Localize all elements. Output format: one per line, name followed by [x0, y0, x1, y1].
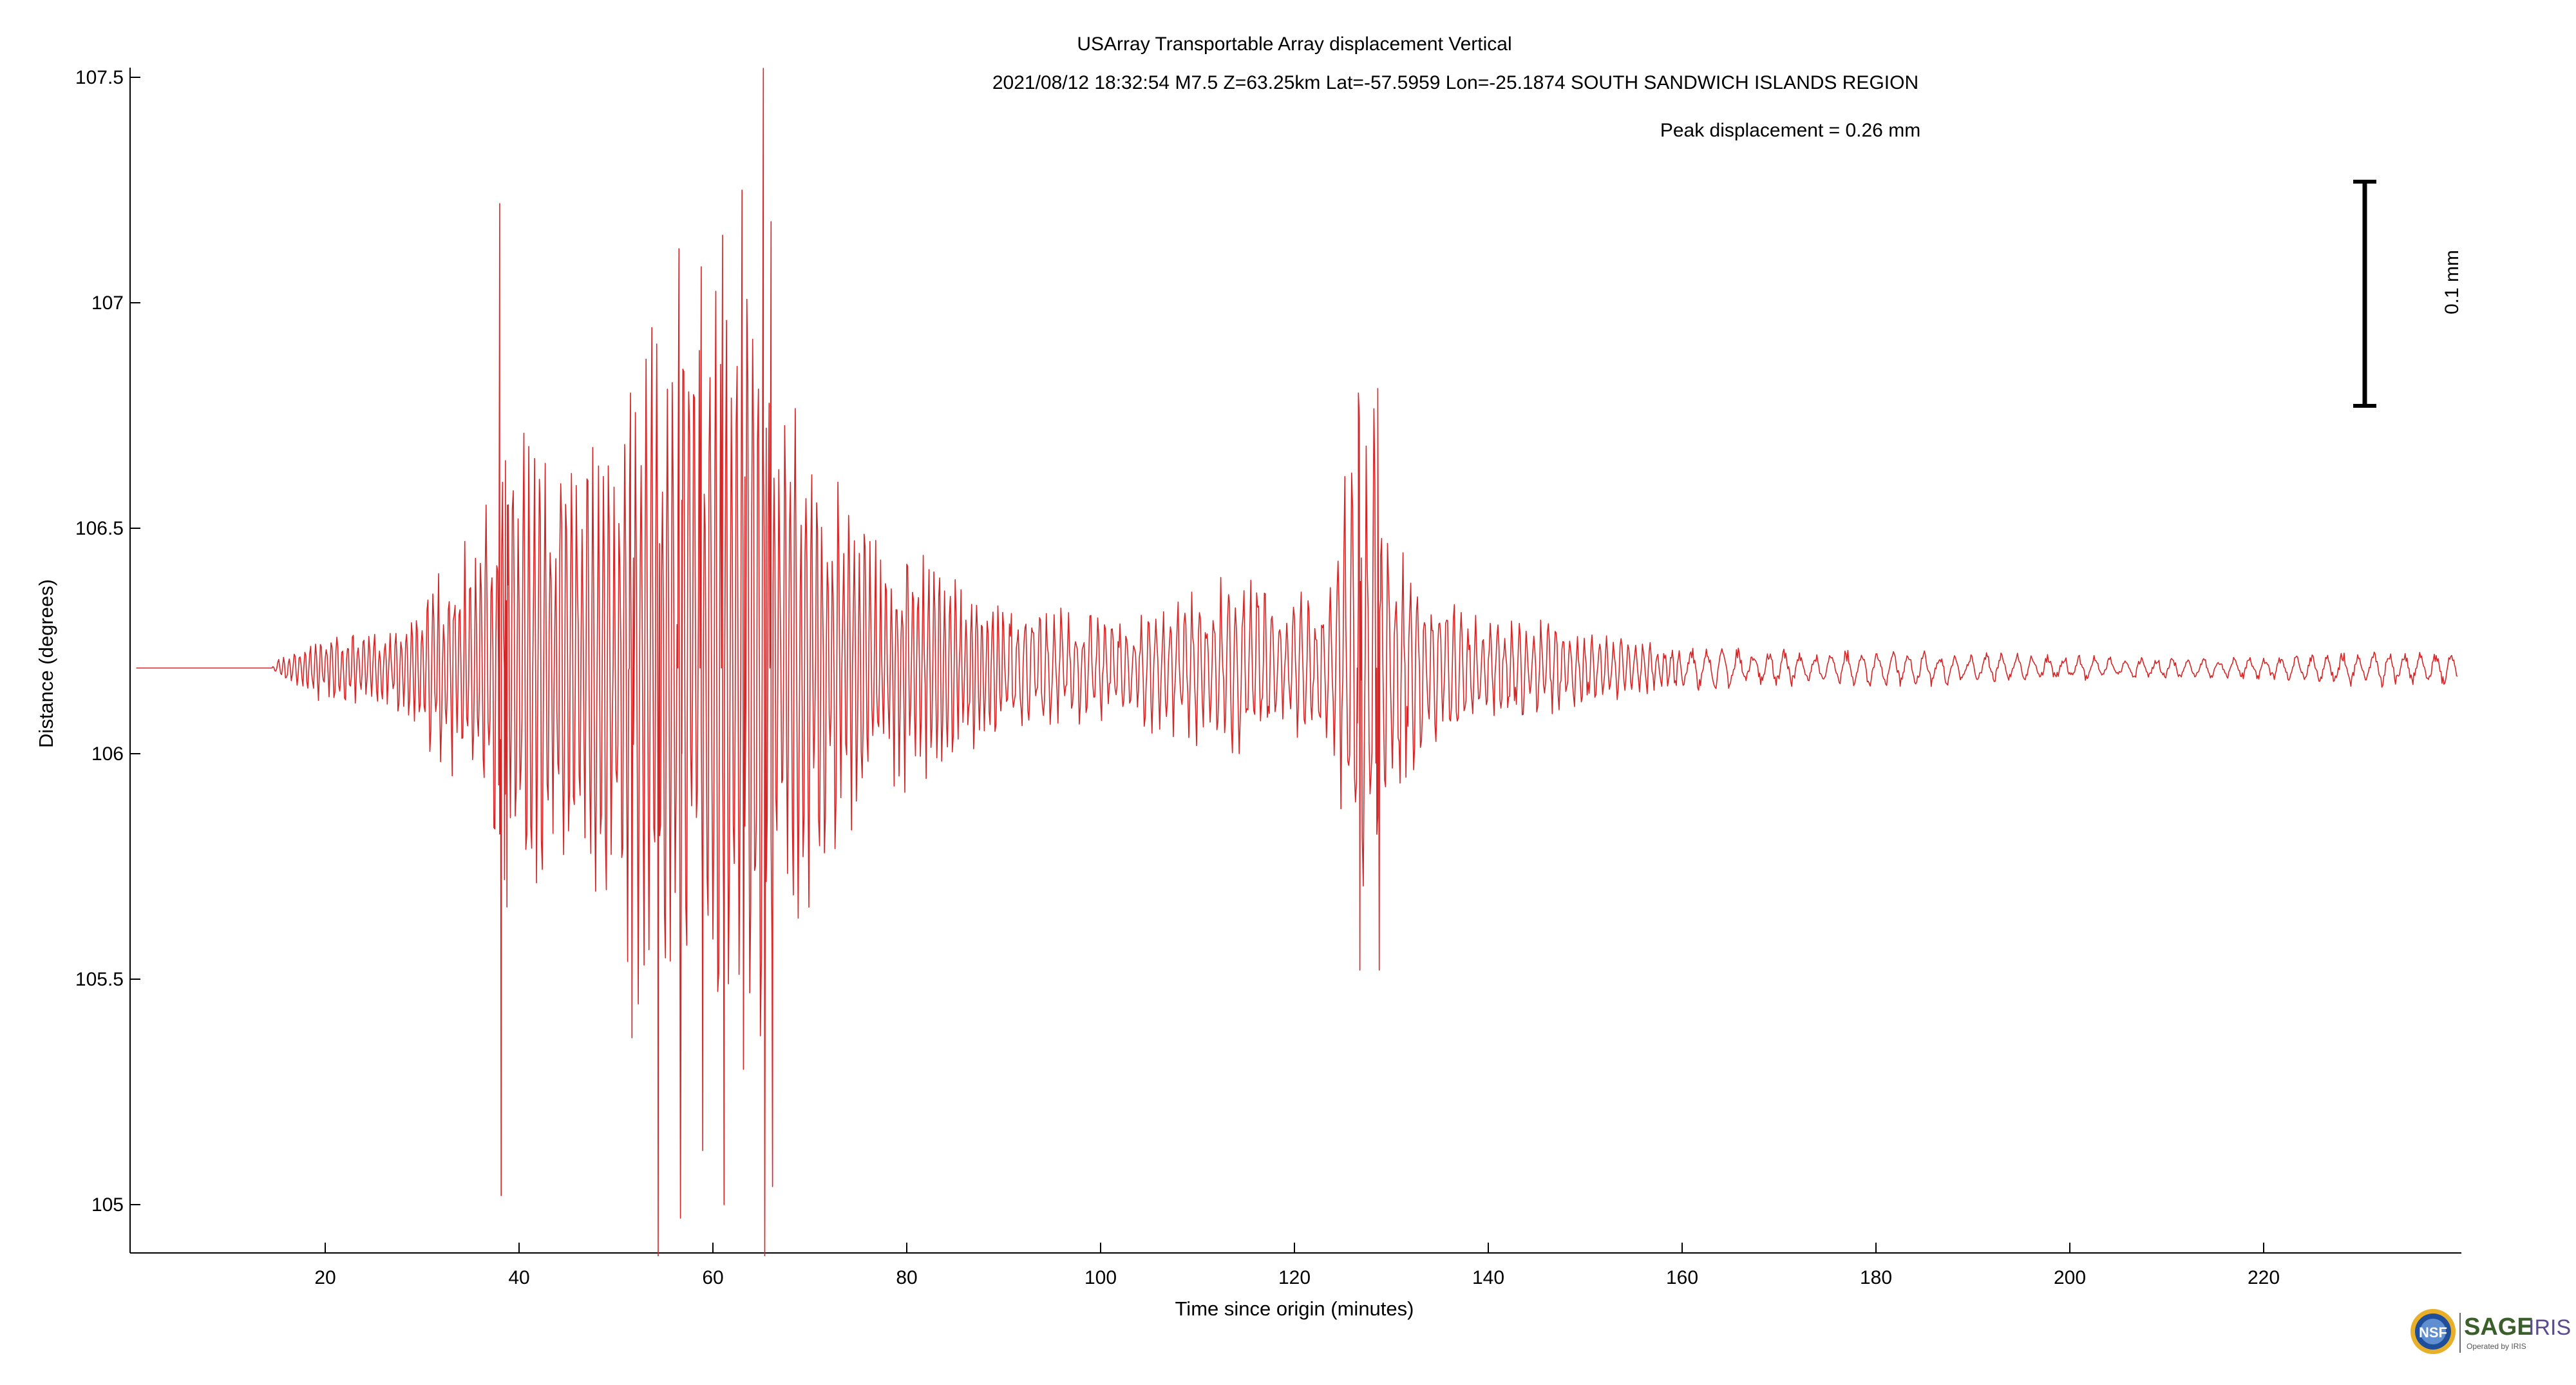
sage-iris-logo: NSF SAGE IRIS Operated by IRIS: [2410, 1309, 2571, 1354]
x-tick-label: 40: [508, 1267, 529, 1288]
y-tick-label: 105: [91, 1194, 124, 1216]
event-info-line: 2021/08/12 18:32:54 M7.5 Z=63.25km Lat=-…: [992, 72, 1918, 93]
scale-bar: 0.1 mm: [2353, 180, 2463, 408]
x-tick-label: 220: [2248, 1267, 2280, 1288]
x-tick-label: 60: [702, 1267, 723, 1288]
x-tick-label: 160: [1666, 1267, 1698, 1288]
y-tick-label: 105.5: [75, 969, 124, 990]
y-axis-label: Distance (degrees): [35, 579, 57, 748]
x-tick-label: 20: [314, 1267, 336, 1288]
y-tick-label: 107.5: [75, 67, 124, 88]
y-tick-label: 106.5: [75, 518, 124, 539]
nsf-seal-icon: NSF: [2410, 1309, 2456, 1354]
svg-text:NSF: NSF: [2419, 1324, 2447, 1341]
y-axis-ticks: 105 105.5 106 106.5 107 107.5: [75, 67, 140, 1216]
sage-logo-text: SAGE: [2464, 1313, 2533, 1341]
x-axis-label: Time since origin (minutes): [1175, 1297, 1414, 1320]
peak-displacement-text: Peak displacement = 0.26 mm: [1660, 120, 1920, 141]
scale-bar-label: 0.1 mm: [2441, 250, 2463, 314]
x-axis-ticks: 20 40 60 80 100 120 140 160 180 200 220: [314, 1243, 2280, 1288]
x-tick-label: 100: [1084, 1267, 1117, 1288]
x-tick-label: 120: [1278, 1267, 1311, 1288]
y-tick-label: 106: [91, 743, 124, 765]
logo-subtext: Operated by IRIS: [2467, 1342, 2526, 1351]
x-tick-label: 180: [1860, 1267, 1892, 1288]
x-tick-label: 200: [2054, 1267, 2086, 1288]
iris-logo-text: IRIS: [2528, 1315, 2571, 1340]
x-tick-label: 140: [1472, 1267, 1504, 1288]
displacement-trace: [136, 68, 2458, 1256]
chart-title: USArray Transportable Array displacement…: [1077, 33, 1511, 55]
y-tick-label: 107: [91, 292, 124, 314]
x-tick-label: 80: [896, 1267, 917, 1288]
